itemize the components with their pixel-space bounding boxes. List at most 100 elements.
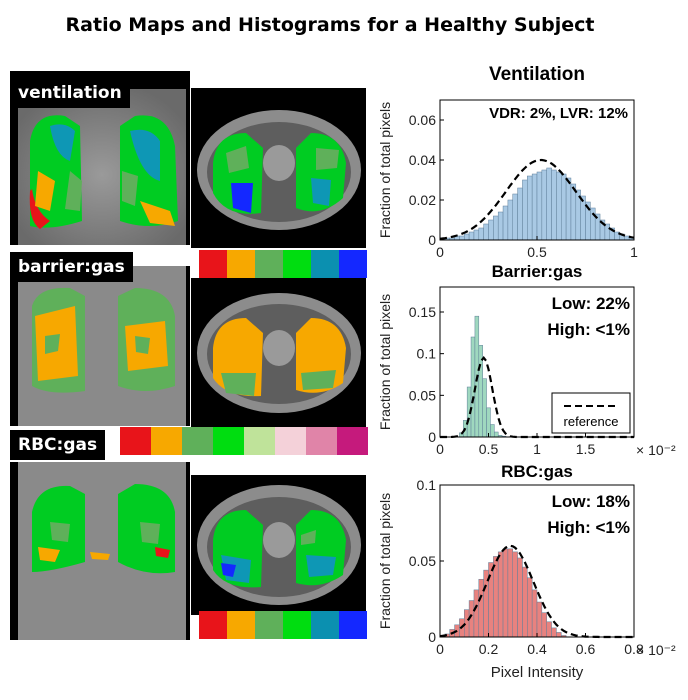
rbc-colorbar-swatch [199,611,227,639]
histogram-title-2: RBC:gas [501,462,573,481]
histogram-bar [473,589,480,638]
x-scale-note-1: × 10⁻² [636,442,676,458]
histogram-bar [604,223,610,241]
histogram-title-1: Barrier:gas [492,262,583,281]
x-scale-note-2: × 10⁻² [636,642,676,658]
barrier-colorbar-swatch [306,427,337,455]
histogram-bar [624,235,630,241]
histogram-bar [464,233,470,241]
barrier-colorbar-swatch [120,427,151,455]
y-tick-label: 0.02 [409,192,436,208]
histogram-bar [541,169,547,241]
barrier-colorbar-swatch [182,427,213,455]
y-tick-label: 0.15 [409,304,436,320]
panel-label-rbc: RBC:gas [10,430,106,460]
panel-label-barrier: barrier:gas [10,252,133,282]
histogram-bar [483,223,489,241]
rbc-colorbar-swatch [339,611,367,639]
barrier-coronal-map [10,266,190,426]
histogram-bar [494,431,499,438]
histogram-bar [590,207,596,241]
x-tick-label: 1.5 [576,441,596,457]
panel-label-ventilation: ventilation [10,78,130,108]
rbc-colorbar-swatch [311,611,339,639]
histogram-bar [497,211,504,241]
histogram-bar [546,167,552,241]
y-tick-label: 0.05 [409,553,436,569]
histogram-bar [536,171,543,241]
ventilation-axial-map [191,88,366,248]
y-tick-label: 0.05 [409,387,436,403]
histogram-bar [517,187,523,241]
histogram-bar [522,179,528,241]
rbc-axial-map [191,475,366,615]
histogram-bar [565,177,572,241]
histogram-bar [507,199,513,241]
barrier-colorbar-swatch [244,427,275,455]
histogram-bar [541,612,547,638]
barrier-axial-map [191,278,366,428]
x-axis-label-2: Pixel Intensity [491,664,584,681]
annotation-2-1: High: <1% [547,518,630,537]
x-tick-label: 0.5 [527,244,547,260]
ventilation-colorbar-swatch [199,250,227,278]
legend-box [551,392,631,434]
rbc-colorbar-swatch [283,611,311,639]
annotation-2-0: Low: 18% [552,492,630,511]
x-tick-label: 0 [436,641,444,657]
histogram-bar [522,566,528,638]
y-tick-label: 0 [428,629,436,645]
histogram-bar [490,424,495,438]
histogram-bar [556,632,562,638]
histogram-title-0: Ventilation [489,64,585,85]
x-tick-label: 0 [436,441,444,457]
x-tick-label: 0.4 [527,641,547,657]
y-axis-label-2: Fraction of total pixels [377,493,393,629]
rbc-coronal-map [10,462,190,640]
histogram-bar [488,219,494,241]
colorbar-rbc [199,611,367,639]
histogram-bar [478,227,484,241]
histogram-panel: Ventilation 0 0.5 1 0 0.02 0.04 0.06 Fraction of… [377,64,676,681]
histogram-bar [512,193,518,241]
legend-label: reference [564,414,619,429]
histogram-bar [486,407,491,438]
histogram-bar [459,235,465,241]
barrier-colorbar-swatch [337,427,368,455]
histogram-bar [493,215,499,241]
annotation-1-0: Low: 22% [552,294,630,313]
histogram-bar [507,548,513,638]
x-tick-label: 0 [436,244,444,260]
annotation-0: VDR: 2%, LVR: 12% [489,105,628,122]
histogram-bar [473,229,480,241]
histogram-bar [531,173,538,241]
histogram-bar [512,551,518,638]
histogram-bar [527,577,533,638]
histogram-bar [502,548,509,638]
histogram-bar [536,601,543,638]
y-axis-label-0: Fraction of total pixels [377,102,393,238]
histogram-bar [546,621,552,638]
histogram-bar [497,551,504,638]
y-tick-label: 0.04 [409,152,436,168]
histogram-bar [478,578,484,638]
histogram-bar [517,557,523,638]
colorbar-ventilation [199,250,367,278]
histogram-bar [570,183,577,241]
rbc-colorbar-swatch [255,611,283,639]
barrier-colorbar-swatch [275,427,306,455]
ventilation-colorbar-swatch [255,250,283,278]
ventilation-colorbar-swatch [283,250,311,278]
histogram-bar [493,556,499,638]
histogram-bar [468,231,475,241]
y-tick-label: 0 [428,429,436,445]
rbc-colorbar-swatch [227,611,255,639]
ventilation-colorbar-swatch [311,250,339,278]
y-tick-label: 0 [428,232,436,248]
y-axis-label-1: Fraction of total pixels [377,294,393,430]
histogram-bar [531,589,538,638]
ventilation-colorbar-swatch [339,250,367,278]
x-tick-label: 0.8 [624,641,644,657]
barrier-colorbar-swatch [151,427,182,455]
histogram-bar [482,378,487,438]
